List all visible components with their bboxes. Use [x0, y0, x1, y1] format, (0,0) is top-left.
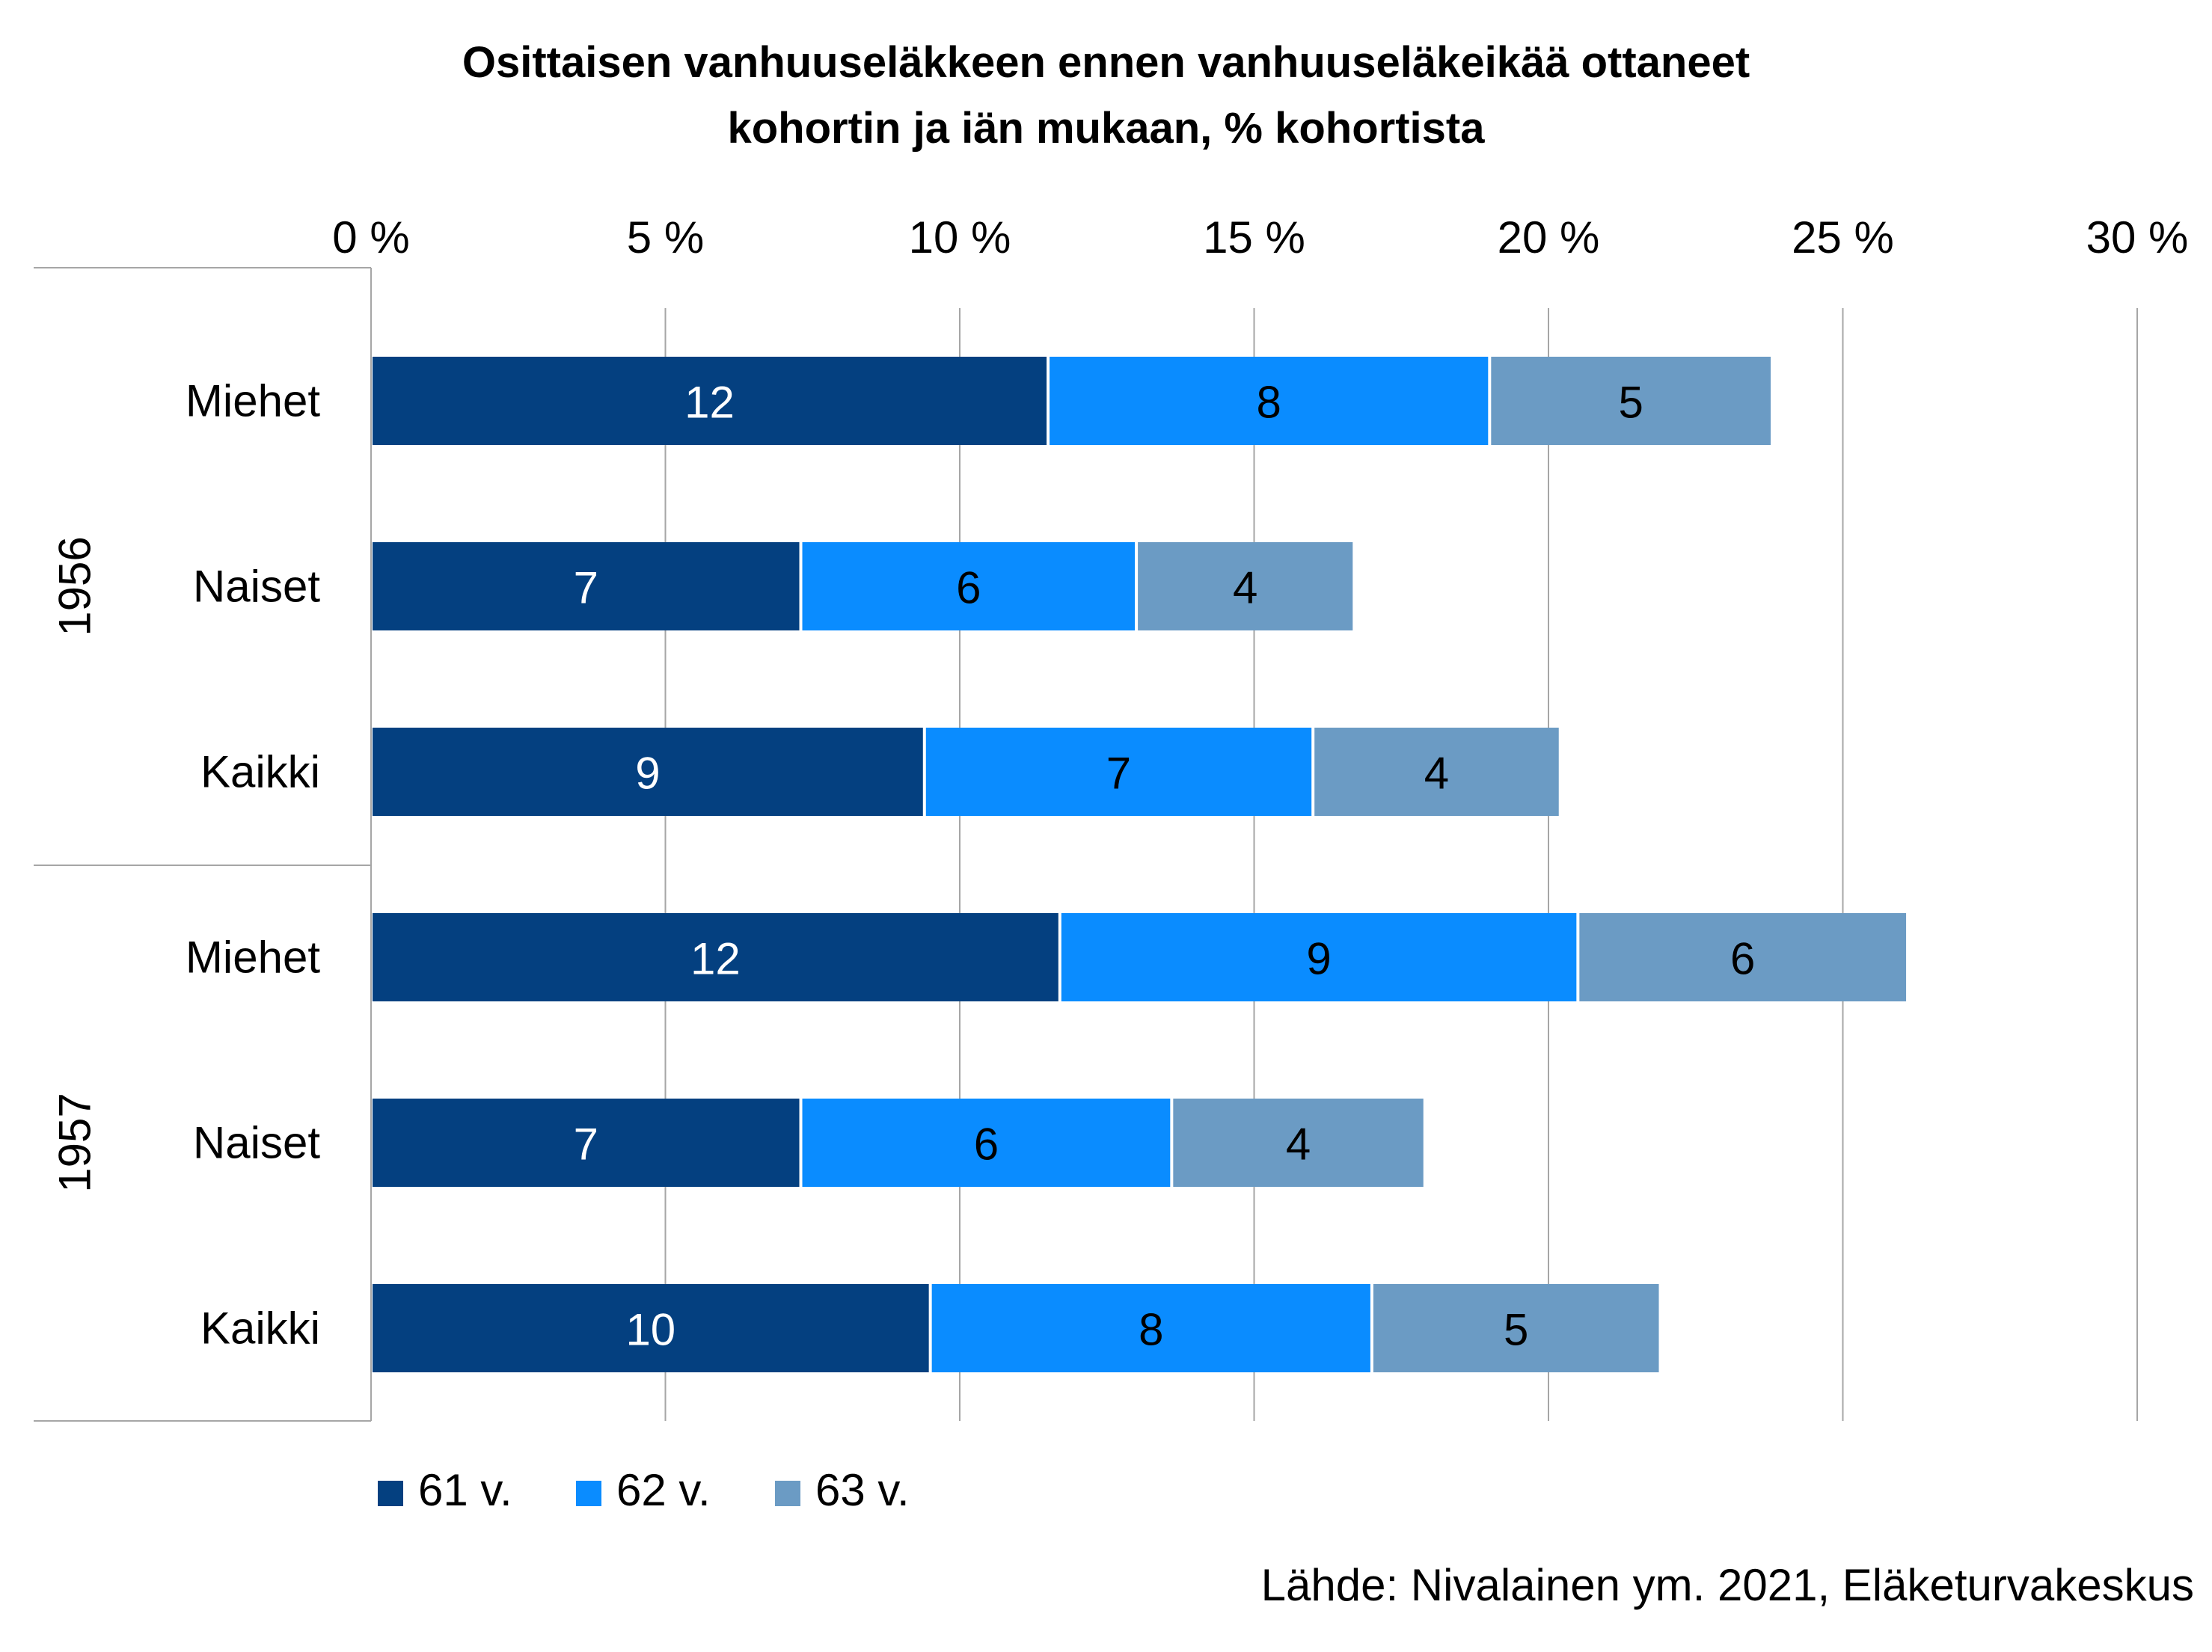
x-tick-label: 20 % [1498, 212, 1600, 262]
source-note: Lähde: Nivalainen ym. 2021, Eläketurvake… [1260, 1560, 2194, 1610]
bar-segment [373, 728, 923, 816]
group-label: 1956 [50, 536, 100, 636]
bar-segment [1579, 913, 1907, 1001]
legend-item: 61 v. [378, 1464, 512, 1516]
bar-segment [373, 357, 1047, 445]
bar-segment [1061, 913, 1577, 1001]
chart-title-line-2: kohortin ja iän mukaan, % kohortista [727, 104, 1485, 153]
category-label: Naiset [193, 1118, 320, 1168]
data-label: 5 [1618, 378, 1643, 428]
data-label: 10 [625, 1305, 675, 1355]
category-label: Kaikki [200, 1304, 320, 1354]
legend-label: 61 v. [418, 1465, 512, 1515]
data-label: 8 [1256, 378, 1281, 428]
bar-segment [802, 1099, 1171, 1187]
bar-segment [1314, 728, 1559, 816]
bar-segment [1138, 542, 1353, 630]
data-label: 6 [974, 1120, 999, 1170]
bar-segment [802, 542, 1136, 630]
legend-swatch [576, 1481, 601, 1507]
legend-swatch [378, 1481, 403, 1507]
bar-segment [1373, 1284, 1659, 1372]
bar-segment [1173, 1099, 1424, 1187]
data-label: 7 [574, 563, 598, 613]
legend-item: 63 v. [775, 1464, 910, 1516]
bar-segment [373, 1284, 929, 1372]
x-tick-label: 15 % [1203, 212, 1305, 262]
data-label: 6 [956, 563, 981, 613]
data-label: 4 [1286, 1120, 1311, 1170]
data-label: 12 [690, 934, 741, 984]
bar-segment [373, 542, 800, 630]
data-label: 12 [684, 378, 735, 428]
x-tick-label: 0 % [332, 212, 409, 262]
legend-label: 62 v. [616, 1465, 711, 1515]
data-label: 6 [1730, 934, 1755, 984]
data-label: 4 [1233, 563, 1257, 613]
bar-segment [373, 913, 1058, 1001]
data-label: 9 [635, 749, 660, 799]
bar-segment [373, 1099, 800, 1187]
group-label: 1957 [50, 1093, 100, 1192]
x-tick-label: 5 % [627, 212, 704, 262]
chart-title-line-1: Osittaisen vanhuuseläkkeen ennen vanhuus… [462, 38, 1750, 87]
legend-swatch [775, 1481, 800, 1507]
category-label: Kaikki [200, 747, 320, 797]
category-label: Miehet [186, 933, 320, 983]
x-tick-label: 25 % [1792, 212, 1894, 262]
bar-segment [1050, 357, 1489, 445]
x-tick-label: 30 % [2086, 212, 2189, 262]
legend-item: 62 v. [576, 1464, 711, 1516]
legend-label: 63 v. [815, 1465, 910, 1515]
bar-segment [925, 728, 1312, 816]
data-label: 5 [1504, 1305, 1528, 1355]
data-label: 7 [574, 1120, 598, 1170]
data-label: 8 [1139, 1305, 1163, 1355]
bar-segment [931, 1284, 1370, 1372]
category-label: Miehet [186, 376, 320, 426]
data-label: 9 [1306, 934, 1331, 984]
data-label: 4 [1424, 749, 1449, 799]
bar-segment [1491, 357, 1771, 445]
data-label: 7 [1106, 749, 1131, 799]
category-label: Naiset [193, 562, 320, 612]
x-tick-label: 10 % [909, 212, 1011, 262]
